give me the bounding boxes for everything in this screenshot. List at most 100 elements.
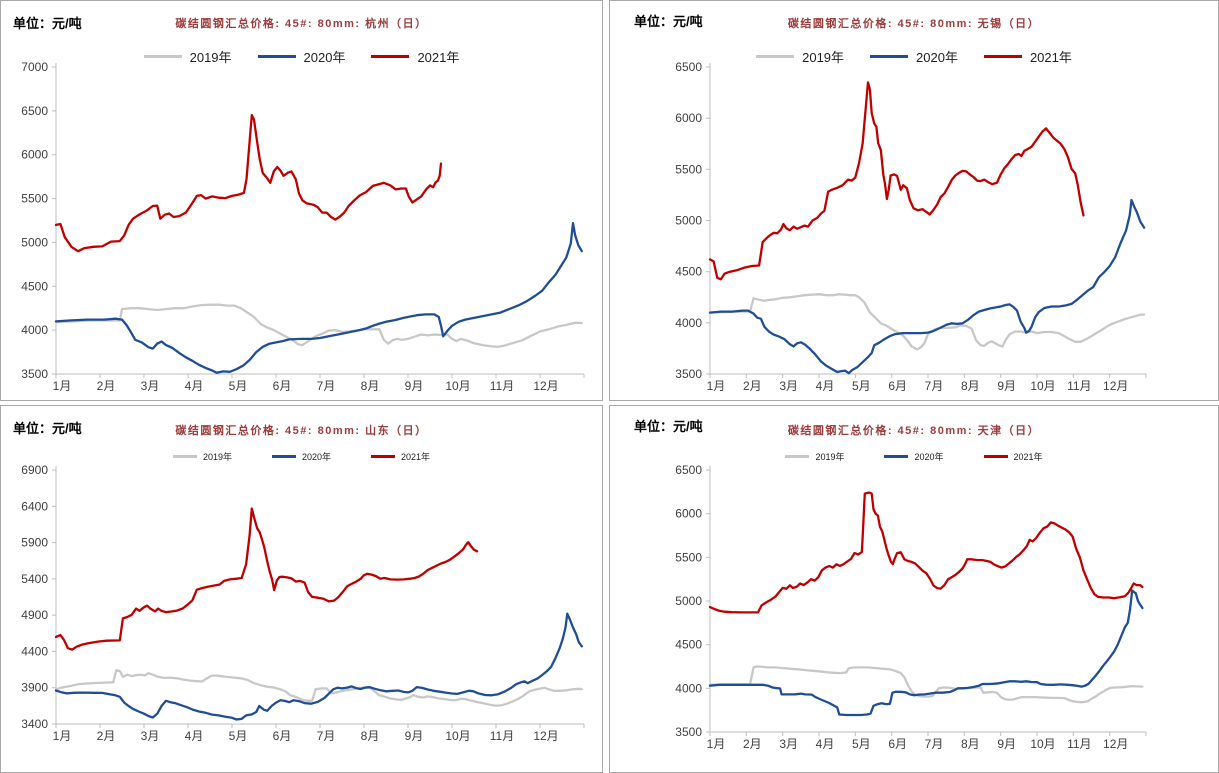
svg-text:3月: 3月 <box>779 737 798 751</box>
svg-text:9月: 9月 <box>405 379 424 393</box>
svg-text:4000: 4000 <box>675 316 702 330</box>
svg-text:5500: 5500 <box>675 550 702 564</box>
svg-text:11月: 11月 <box>1067 737 1091 751</box>
chart-title: 碳结圆钢汇总价格: 45#: 80mm: 天津（日） <box>787 425 1041 437</box>
chart-panel-wuxi: 单位：元/吨 碳结圆钢汇总价格: 45#: 80mm: 无锡（日） 2019年 2… <box>609 0 1219 401</box>
legend-swatch-icon <box>371 55 410 58</box>
legend-label: 2020年 <box>303 50 346 65</box>
svg-text:11月: 11月 <box>1067 379 1091 393</box>
legend-swatch-icon <box>983 55 1022 58</box>
legend-swatch-icon <box>983 455 1008 458</box>
svg-text:6400: 6400 <box>21 499 48 513</box>
svg-text:2月: 2月 <box>97 729 116 743</box>
legend-item: 2021年 <box>371 450 430 463</box>
svg-text:9月: 9月 <box>405 729 424 743</box>
svg-text:6月: 6月 <box>888 737 907 751</box>
plot-area: 3500 4000 4500 5000 5500 6000 6500 1月 2月 3月 4月 5月 6月… <box>675 60 1147 393</box>
svg-text:3500: 3500 <box>675 367 702 381</box>
legend-label: 2021年 <box>417 50 460 65</box>
legend-label: 2019年 <box>815 452 845 462</box>
legend-swatch-icon <box>785 455 810 458</box>
svg-text:5月: 5月 <box>852 379 871 393</box>
svg-text:5000: 5000 <box>675 594 702 608</box>
legend-item: 2019年 <box>756 47 844 66</box>
legend-item: 2020年 <box>271 450 332 463</box>
legend-swatch-icon <box>172 455 197 458</box>
legend-item: 2021年 <box>371 47 459 66</box>
svg-text:8月: 8月 <box>961 379 980 393</box>
svg-text:4月: 4月 <box>185 729 204 743</box>
chart-title: 碳结圆钢汇总价格: 45#: 80mm: 杭州（日） <box>175 18 428 30</box>
svg-text:3月: 3月 <box>141 729 160 743</box>
svg-text:5500: 5500 <box>21 192 48 206</box>
svg-text:3900: 3900 <box>21 681 48 695</box>
svg-text:5月: 5月 <box>852 737 871 751</box>
svg-text:6500: 6500 <box>21 104 48 118</box>
svg-text:10月: 10月 <box>1030 379 1055 393</box>
svg-text:4500: 4500 <box>675 265 702 279</box>
unit-label: 单位：元/吨 <box>13 421 82 436</box>
legend-swatch-icon <box>257 55 296 58</box>
svg-text:10月: 10月 <box>445 729 470 743</box>
svg-text:3月: 3月 <box>779 379 798 393</box>
legend-label: 2019年 <box>189 50 232 65</box>
svg-text:4000: 4000 <box>675 681 702 695</box>
svg-text:7月: 7月 <box>925 737 944 751</box>
legend: 2019年 2020年 2021年 <box>610 450 1218 463</box>
chart-title: 碳结圆钢汇总价格: 45#: 80mm: 无锡（日） <box>787 18 1041 30</box>
legend-swatch-icon <box>143 55 182 58</box>
legend-label: 2020年 <box>301 452 332 462</box>
legend: 2019年 2020年 2021年 <box>1 450 602 463</box>
legend-label: 2019年 <box>802 50 845 65</box>
legend: 2019年 2020年 2021年 <box>1 47 602 66</box>
svg-text:4500: 4500 <box>675 638 702 652</box>
svg-text:4900: 4900 <box>21 608 48 622</box>
legend-swatch-icon <box>371 455 396 458</box>
svg-text:6月: 6月 <box>888 379 907 393</box>
svg-text:1月: 1月 <box>53 379 72 393</box>
svg-text:4000: 4000 <box>21 323 48 337</box>
legend-item: 2019年 <box>785 450 844 463</box>
svg-text:4500: 4500 <box>21 279 48 293</box>
svg-text:1月: 1月 <box>53 729 72 743</box>
svg-text:10月: 10月 <box>445 379 470 393</box>
svg-text:2月: 2月 <box>743 379 762 393</box>
svg-text:1月: 1月 <box>707 379 726 393</box>
legend-item: 2020年 <box>884 450 944 463</box>
svg-text:8月: 8月 <box>961 737 980 751</box>
legend-item: 2020年 <box>257 47 346 66</box>
legend-label: 2021年 <box>1029 50 1072 65</box>
svg-text:3500: 3500 <box>675 725 702 739</box>
legend-item: 2019年 <box>172 450 232 463</box>
svg-text:4月: 4月 <box>816 379 835 393</box>
svg-text:2月: 2月 <box>743 737 762 751</box>
svg-text:4月: 4月 <box>185 379 204 393</box>
svg-text:7000: 7000 <box>21 60 48 74</box>
legend-item: 2019年 <box>143 47 232 66</box>
legend-swatch-icon <box>271 455 296 458</box>
plot-area: 3500 4000 4500 5000 5500 6000 6500 7000 1月 2月 3月 4月… <box>21 60 585 393</box>
unit-label: 单位：元/吨 <box>634 14 703 29</box>
chart-panel-hangzhou: 单位：元/吨 碳结圆钢汇总价格: 45#: 80mm: 杭州（日） 2019年 2… <box>0 0 603 401</box>
svg-text:5000: 5000 <box>675 214 702 228</box>
legend-label: 2021年 <box>401 452 431 462</box>
svg-text:11月: 11月 <box>490 379 514 393</box>
svg-text:5月: 5月 <box>229 379 248 393</box>
chart-panel-shandong: 单位：元/吨 碳结圆钢汇总价格: 45#: 80mm: 山东（日） 2019年 2… <box>0 405 603 773</box>
svg-text:7月: 7月 <box>925 379 944 393</box>
svg-text:6000: 6000 <box>675 507 702 521</box>
unit-label: 单位：元/吨 <box>13 16 82 31</box>
svg-text:6000: 6000 <box>21 148 48 162</box>
svg-text:6月: 6月 <box>273 729 292 743</box>
svg-text:5000: 5000 <box>21 235 48 249</box>
plot-area: 3400 3900 4400 4900 5400 5900 6400 6900 1月 2月 3月 4月… <box>21 463 585 743</box>
svg-text:3月: 3月 <box>141 379 160 393</box>
svg-text:12月: 12月 <box>1103 737 1128 751</box>
svg-text:6900: 6900 <box>21 463 48 477</box>
svg-text:9月: 9月 <box>997 379 1016 393</box>
svg-text:9月: 9月 <box>997 737 1016 751</box>
svg-text:6500: 6500 <box>675 463 702 477</box>
svg-text:5900: 5900 <box>21 536 48 550</box>
svg-text:8月: 8月 <box>361 729 380 743</box>
